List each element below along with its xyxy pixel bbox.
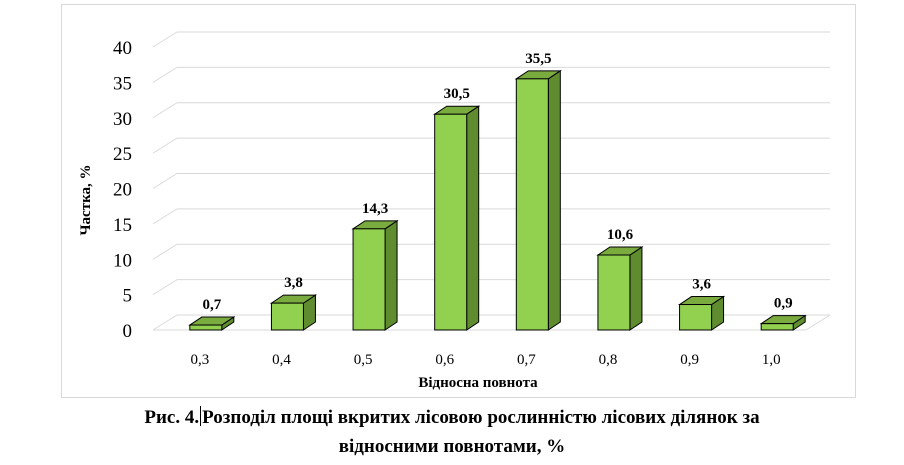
grid-layer: [152, 31, 831, 331]
y-tick-label: 40: [113, 38, 132, 59]
data-label: 30,5: [444, 86, 470, 102]
caption-line-1: Рис. 4. Розподіл площі вкритих лісовою ро…: [0, 403, 904, 432]
ticks-layer: 0 5 10 15 20 25 30 35 40 0,3 0,4 0,5 0,6 0,7 0,8 0,9 1,0: [113, 38, 781, 368]
bar-front: [434, 113, 468, 331]
data-label: 14,3: [362, 201, 388, 217]
y-axis-title: Частка, %: [78, 165, 94, 236]
y-tick-label: 5: [123, 286, 133, 307]
labels-layer: 0,7 3,8 14,3 30,5 35,5 10,6 3,6 0,9: [202, 51, 792, 313]
caption-figure-number: Рис. 4.: [144, 407, 200, 428]
bar-front: [679, 304, 713, 331]
bar-side: [466, 105, 480, 331]
x-tick-label: 0,4: [272, 352, 291, 368]
data-label: 3,6: [692, 277, 711, 293]
figure-caption: Рис. 4. Розподіл площі вкритих лісовою ро…: [0, 403, 904, 461]
bar: [269, 294, 318, 331]
y-tick-label: 25: [113, 144, 132, 165]
bar: [188, 316, 236, 331]
y-tick-label: 10: [113, 250, 132, 271]
y-tick-label: 0: [123, 321, 133, 342]
x-tick-label: 0,8: [599, 352, 618, 368]
caption-line-2: відносними повнотами, %: [338, 436, 566, 457]
data-label: 3,8: [284, 275, 303, 291]
bar: [677, 295, 726, 331]
gridline-diagonal: [152, 314, 178, 331]
bar-front: [270, 302, 304, 331]
data-label: 35,5: [525, 51, 551, 67]
bar-front: [352, 228, 386, 331]
x-tick-label: 1,0: [762, 352, 781, 368]
bar-front: [597, 254, 631, 331]
bar: [596, 246, 644, 331]
data-label: 0,7: [202, 297, 221, 313]
bar-side: [547, 69, 561, 331]
text-cursor: [200, 406, 202, 426]
bar-chart: 0 5 10 15 20 25 30 35 40 0,3 0,4 0,5 0,6 0,7 0,8 0,9 1,0…: [78, 31, 831, 391]
x-axis-title: Відносна повнота: [418, 375, 538, 391]
floor-right-edge: [805, 314, 831, 331]
x-tick-label: 0,5: [354, 352, 373, 368]
data-label: 10,6: [607, 227, 634, 243]
bar-front: [189, 324, 223, 331]
bar: [514, 69, 562, 331]
bar-side: [384, 219, 398, 331]
y-tick-label: 20: [113, 180, 132, 201]
y-tick-label: 30: [113, 109, 132, 130]
bar: [759, 314, 807, 331]
caption-title: Розподіл площі вкритих лісовою рослинніс…: [202, 407, 760, 428]
bar-front: [515, 78, 549, 331]
gridline-diagonal: [152, 66, 178, 83]
gridline-diagonal: [152, 102, 178, 119]
gridline-diagonal: [152, 208, 178, 225]
x-tick-label: 0,6: [435, 352, 454, 368]
x-tick-label: 0,3: [190, 352, 209, 368]
y-tick-label: 15: [113, 215, 132, 236]
bar: [433, 105, 481, 331]
gridline-diagonal: [152, 31, 178, 48]
bar-front: [760, 323, 794, 331]
chart-frame: [61, 4, 856, 398]
gridline-diagonal: [152, 173, 178, 189]
bars-layer: [188, 69, 807, 331]
x-tick-label: 0,9: [680, 352, 699, 368]
bar-side: [629, 246, 643, 331]
x-tick-label: 0,7: [517, 352, 536, 368]
data-label: 0,9: [774, 296, 793, 312]
gridline-diagonal: [152, 279, 178, 296]
gridline-diagonal: [152, 137, 178, 154]
bar: [351, 219, 399, 331]
y-tick-label: 35: [113, 73, 132, 94]
gridline-diagonal: [152, 243, 178, 260]
